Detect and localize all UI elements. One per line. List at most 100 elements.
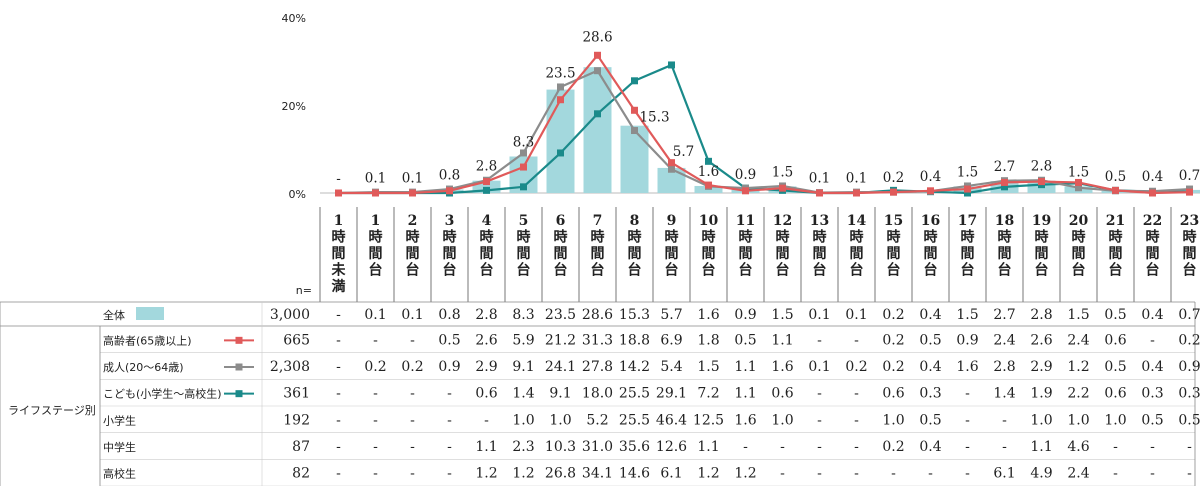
row-n: 82: [292, 466, 310, 482]
table-cell: 5.4: [660, 359, 682, 375]
category-label: 16: [921, 213, 940, 229]
series-marker: [335, 189, 342, 197]
table-cell: 2.6: [475, 332, 497, 348]
table-cell: 1.2: [475, 466, 497, 482]
table-cell: -: [965, 439, 970, 455]
row-n: 2,308: [270, 359, 310, 375]
y-tick-label: 40%: [282, 12, 306, 25]
table-cell: 1.5: [771, 307, 793, 323]
table-cell: 31.3: [582, 332, 613, 348]
row-label: こども(小学生～高校生): [103, 387, 222, 401]
table-cell: 0.1: [808, 307, 830, 323]
series-marker: [594, 67, 601, 75]
table-cell: 2.8: [993, 359, 1015, 375]
category-label: 間: [887, 246, 901, 262]
table-cell: -: [336, 386, 341, 402]
category-label: 間: [813, 246, 827, 262]
series-marker: [853, 189, 860, 197]
table-cell: 18.0: [582, 386, 613, 402]
table-cell: -: [336, 307, 341, 323]
category-label: 間: [628, 246, 642, 262]
table-cell: 2.6: [1030, 332, 1052, 348]
series-marker: [816, 189, 823, 197]
category-label: 1: [371, 213, 381, 229]
category-label: 時: [813, 229, 827, 246]
table-cell: 0.2: [401, 359, 423, 375]
data-label: -: [336, 171, 341, 187]
table-cell: 1.6: [956, 359, 978, 375]
series-marker: [520, 183, 527, 191]
category-label: 台: [591, 262, 605, 279]
category-label: 台: [665, 262, 679, 279]
table-cell: 0.5: [1141, 412, 1163, 428]
table-cell: -: [965, 386, 970, 402]
category-label: 15: [884, 213, 903, 229]
category-label: 台: [369, 262, 383, 279]
data-label: 2.8: [476, 159, 497, 175]
category-label: 間: [998, 246, 1012, 262]
category-label: 台: [554, 262, 568, 279]
category-label: 間: [406, 246, 420, 262]
table-cell: 1.0: [1067, 412, 1089, 428]
table-cell: 10.3: [545, 439, 576, 455]
series-marker: [1038, 178, 1045, 186]
category-label: 間: [739, 246, 753, 262]
table-cell: 0.5: [1104, 359, 1126, 375]
table-cell: 1.2: [734, 466, 756, 482]
table-cell: 1.5: [697, 359, 719, 375]
category-label: 時: [628, 229, 642, 246]
table-cell: 1.6: [697, 307, 719, 323]
table-cell: 0.6: [882, 386, 904, 402]
category-label: 時: [480, 229, 494, 246]
table-cell: 0.9: [956, 332, 978, 348]
table-cell: -: [410, 332, 415, 348]
series-marker: [557, 83, 564, 91]
category-label: 時: [406, 229, 420, 246]
table-cell: 0.6: [1104, 332, 1126, 348]
table-cell: 4.9: [1030, 466, 1052, 482]
table-cell: 1.6: [734, 412, 756, 428]
table-cell: -: [447, 412, 452, 428]
table-cell: -: [447, 386, 452, 402]
category-label: 時: [776, 229, 790, 246]
category-label: 21: [1106, 213, 1125, 229]
category-label: 間: [369, 246, 383, 262]
row-n: 87: [292, 439, 310, 455]
series-marker: [1001, 178, 1008, 186]
category-label: 時: [739, 229, 753, 246]
table-cell: -: [817, 439, 822, 455]
table-cell: 26.8: [545, 466, 576, 482]
data-label: 2.7: [994, 159, 1015, 175]
row-n: 192: [283, 412, 310, 428]
category-label: 間: [776, 246, 790, 262]
category-label: 台: [480, 262, 494, 279]
table-cell: 0.1: [401, 307, 423, 323]
category-label: 間: [665, 246, 679, 262]
table-cell: -: [336, 439, 341, 455]
series-marker: [668, 165, 675, 173]
category-label: 時: [369, 229, 383, 246]
series-marker: [1112, 186, 1119, 194]
category-label: 1: [334, 213, 344, 229]
table-cell: 0.1: [808, 359, 830, 375]
table-cell: 25.5: [619, 412, 650, 428]
category-label: 時: [1109, 229, 1123, 246]
category-label: 時: [591, 229, 605, 246]
data-label: 0.1: [846, 171, 867, 187]
row-label: 成人(20～64歳): [103, 361, 184, 374]
table-cell: 6.1: [660, 466, 682, 482]
category-label: 台: [628, 262, 642, 279]
series-marker: [594, 51, 601, 59]
series-marker: [631, 77, 638, 85]
data-label: 0.5: [1105, 169, 1126, 185]
table-cell: 1.0: [771, 412, 793, 428]
table-cell: -: [854, 412, 859, 428]
table-cell: 0.4: [1141, 307, 1163, 323]
table-cell: 1.4: [993, 386, 1015, 402]
data-label: 0.7: [1179, 168, 1200, 184]
data-label: 0.1: [402, 171, 423, 187]
table-cell: -: [410, 386, 415, 402]
series-marker: [520, 149, 527, 157]
table-cell: 2.7: [993, 307, 1015, 323]
table-cell: -: [1002, 412, 1007, 428]
